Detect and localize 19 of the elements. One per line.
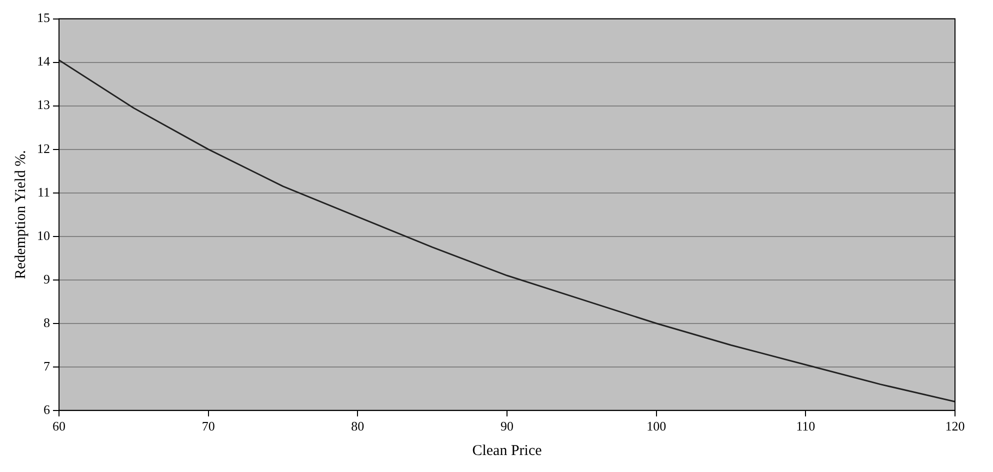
y-tick-label: 15 [37, 10, 50, 26]
x-tick-label: 100 [646, 418, 666, 434]
y-tick-label: 11 [37, 184, 50, 200]
x-tick-label: 110 [796, 418, 816, 434]
x-tick-label: 80 [351, 418, 364, 434]
y-tick-label: 6 [44, 402, 50, 417]
y-tick-label: 14 [37, 54, 50, 69]
y-tick-label: 7 [44, 358, 50, 374]
x-tick-label: 120 [945, 418, 965, 434]
y-tick-label: 10 [37, 228, 50, 243]
y-tick-label: 12 [37, 140, 50, 156]
x-tick-label: 60 [52, 418, 66, 434]
y-axis-title: Redemption Yield %. [12, 150, 29, 280]
y-tick-label: 9 [44, 271, 50, 286]
y-tick-label: 8 [44, 314, 50, 330]
y-tick-label: 13 [37, 97, 50, 112]
x-axis-title: Clean Price [472, 442, 542, 459]
x-tick-label: 90 [500, 418, 514, 434]
x-tick-label: 70 [202, 418, 215, 434]
